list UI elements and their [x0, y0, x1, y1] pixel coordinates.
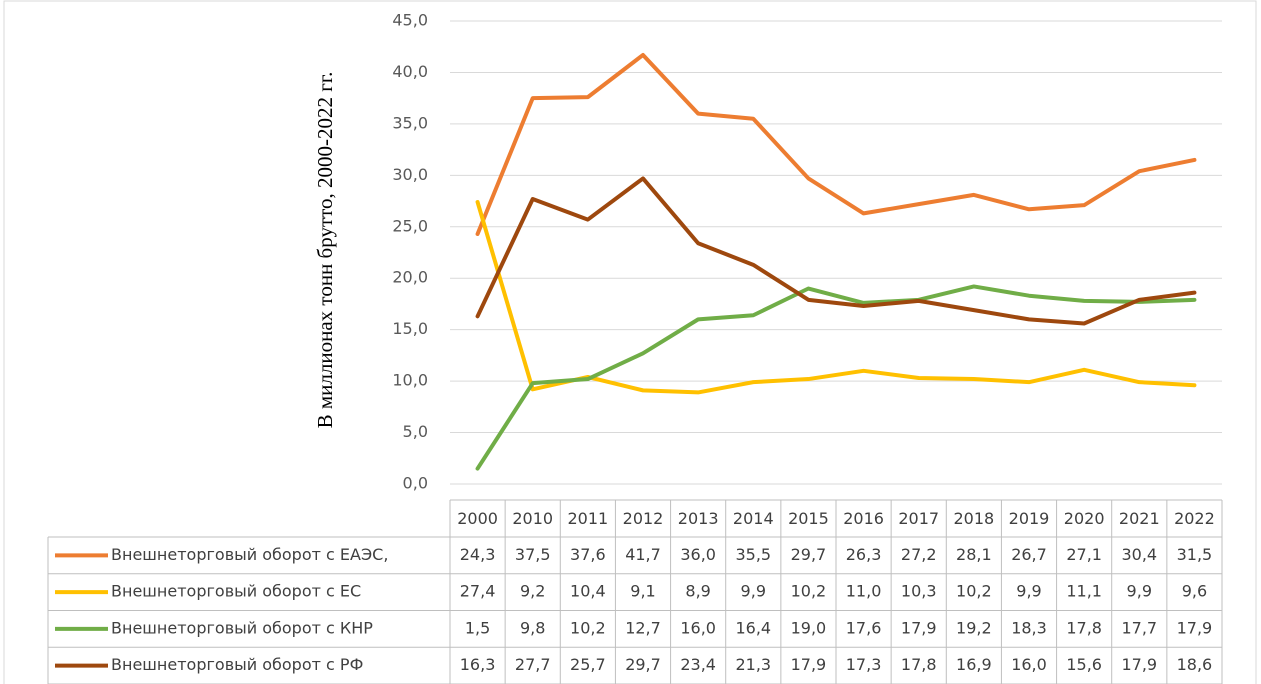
- data-table-value: 17,3: [846, 655, 882, 674]
- chart-frame: [3, 0, 1257, 684]
- data-table-value: 29,7: [791, 545, 827, 564]
- data-table-value: 28,1: [956, 545, 992, 564]
- data-table-value: 36,0: [680, 545, 716, 564]
- data-table-value: 11,1: [1066, 582, 1102, 601]
- data-table-value: 26,7: [1011, 545, 1047, 564]
- data-table-value: 27,2: [901, 545, 937, 564]
- data-table-value: 17,8: [1066, 618, 1102, 637]
- x-tick-label: 2018: [953, 509, 994, 528]
- series-line: [475, 52, 1197, 236]
- data-table-value: 17,8: [901, 655, 937, 674]
- data-table-value: 21,3: [735, 655, 771, 674]
- data-table-value: 15,6: [1066, 655, 1102, 674]
- data-table-value: 9,9: [1127, 582, 1152, 601]
- data-table-value: 12,7: [625, 618, 661, 637]
- data-table-value: 9,9: [1016, 582, 1041, 601]
- data-table-value: 27,4: [460, 582, 496, 601]
- data-table-value: 1,5: [465, 618, 490, 637]
- y-tick-label: 15,0: [392, 319, 428, 338]
- y-tick-label: 10,0: [392, 371, 428, 390]
- data-table-value: 10,2: [791, 582, 827, 601]
- data-table-value: 18,3: [1011, 618, 1047, 637]
- x-tick-label: 2000: [457, 509, 498, 528]
- data-table-value: 18,6: [1177, 655, 1213, 674]
- x-tick-label: 2012: [623, 509, 664, 528]
- series-line: [475, 176, 1197, 326]
- data-table-value: 17,9: [1121, 655, 1157, 674]
- data-table-value: 10,2: [956, 582, 992, 601]
- y-axis-title: В миллионах тонн брутто, 2000-2022 гг.: [313, 72, 337, 429]
- data-table-value: 11,0: [846, 582, 882, 601]
- data-table-value: 17,9: [791, 655, 827, 674]
- data-table-value: 8,9: [685, 582, 710, 601]
- y-tick-label: 25,0: [392, 216, 428, 235]
- data-table-value: 19,2: [956, 618, 992, 637]
- data-table-value: 16,4: [735, 618, 771, 637]
- data-table-value: 37,5: [515, 545, 551, 564]
- data-table-value: 16,0: [1011, 655, 1047, 674]
- data-table-value: 23,4: [680, 655, 716, 674]
- y-tick-label: 20,0: [392, 268, 428, 287]
- data-table-value: 25,7: [570, 655, 606, 674]
- y-tick-label: 35,0: [392, 113, 428, 132]
- x-tick-label: 2021: [1119, 509, 1160, 528]
- data-table-value: 10,4: [570, 582, 606, 601]
- data-table-value: 31,5: [1177, 545, 1213, 564]
- x-tick-label: 2016: [843, 509, 884, 528]
- legend-label: Внешнеторговый оборот с ЕС: [111, 582, 361, 601]
- data-table-value: 41,7: [625, 545, 661, 564]
- x-tick-label: 2010: [512, 509, 553, 528]
- data-table-value: 16,0: [680, 618, 716, 637]
- data-table-value: 9,8: [520, 618, 545, 637]
- data-table-value: 19,0: [791, 618, 827, 637]
- data-table-value: 27,7: [515, 655, 551, 674]
- y-tick-label: 40,0: [392, 62, 428, 81]
- y-tick-label: 30,0: [392, 165, 428, 184]
- data-table-value: 9,9: [741, 582, 766, 601]
- data-table-value: 9,6: [1182, 582, 1207, 601]
- x-tick-label: 2019: [1009, 509, 1050, 528]
- data-table-value: 9,1: [630, 582, 655, 601]
- x-tick-label: 2020: [1064, 509, 1105, 528]
- data-table-value: 10,2: [570, 618, 606, 637]
- data-table-value: 27,1: [1066, 545, 1102, 564]
- x-tick-label: 2022: [1174, 509, 1215, 528]
- data-table-value: 26,3: [846, 545, 882, 564]
- y-tick-label: 45,0: [392, 11, 428, 30]
- y-tick-label: 0,0: [403, 474, 428, 493]
- data-table-value: 35,5: [735, 545, 771, 564]
- legend-label: Внешнеторговый оборот с КНР: [111, 618, 373, 637]
- data-table-value: 16,3: [460, 655, 496, 674]
- x-tick-label: 2015: [788, 509, 829, 528]
- data-table-value: 17,9: [901, 618, 937, 637]
- x-tick-label: 2013: [678, 509, 719, 528]
- x-tick-label: 2017: [898, 509, 939, 528]
- y-tick-label: 5,0: [403, 422, 428, 441]
- x-tick-label: 2011: [567, 509, 608, 528]
- series-line: [475, 284, 1197, 471]
- series-line: [475, 200, 1197, 395]
- data-table-value: 29,7: [625, 655, 661, 674]
- legend-label: Внешнеторговый оборот с РФ: [111, 655, 363, 674]
- data-table-value: 10,3: [901, 582, 937, 601]
- data-table-value: 17,7: [1121, 618, 1157, 637]
- data-table-value: 17,9: [1177, 618, 1213, 637]
- data-table-value: 30,4: [1121, 545, 1157, 564]
- data-table-value: 16,9: [956, 655, 992, 674]
- data-table-value: 24,3: [460, 545, 496, 564]
- data-table-value: 9,2: [520, 582, 545, 601]
- x-tick-label: 2014: [733, 509, 774, 528]
- legend-label: Внешнеторговый оборот с ЕАЭС,: [111, 545, 388, 564]
- data-table-value: 37,6: [570, 545, 606, 564]
- data-table-value: 17,6: [846, 618, 882, 637]
